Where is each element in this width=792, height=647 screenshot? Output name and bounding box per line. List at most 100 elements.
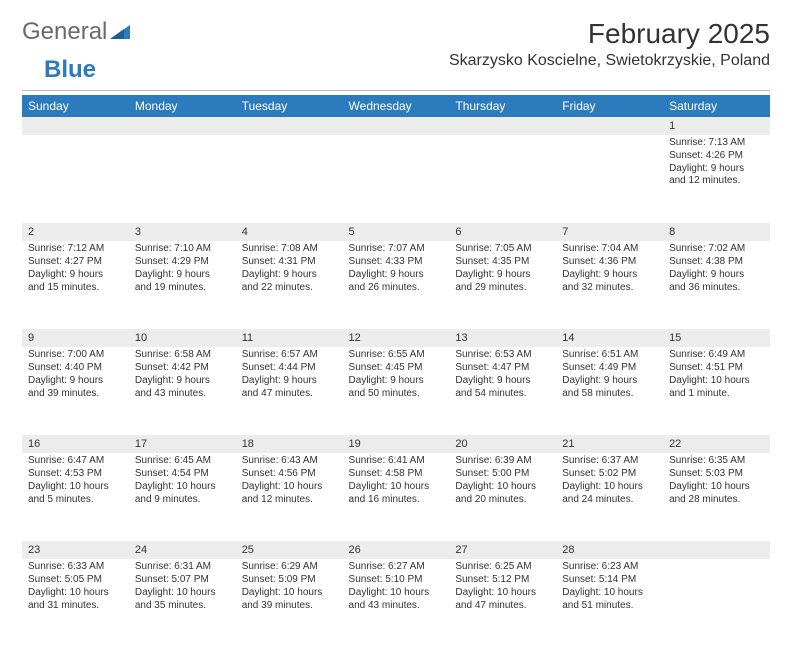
- day-d2: and 36 minutes.: [669, 282, 764, 295]
- day-d2: and 5 minutes.: [28, 494, 123, 507]
- day-number-cell: 11: [236, 329, 343, 347]
- day-d2: and 47 minutes.: [455, 600, 550, 613]
- day-ss: Sunset: 4:33 PM: [349, 256, 444, 269]
- day-number-cell: 23: [22, 541, 129, 559]
- day-ss: Sunset: 4:29 PM: [135, 256, 230, 269]
- day-detail-cell: [129, 135, 236, 223]
- day-number-cell: 7: [556, 223, 663, 241]
- day-detail-cell: Sunrise: 6:51 AMSunset: 4:49 PMDaylight:…: [556, 347, 663, 435]
- day-sr: Sunrise: 6:55 AM: [349, 349, 444, 362]
- day-sr: Sunrise: 6:25 AM: [455, 561, 550, 574]
- daynum-row: 1: [22, 117, 770, 135]
- day-detail-cell: Sunrise: 6:45 AMSunset: 4:54 PMDaylight:…: [129, 453, 236, 541]
- day-number-cell: [663, 541, 770, 559]
- day-number-cell: [236, 117, 343, 135]
- day-d1: Daylight: 10 hours: [242, 481, 337, 494]
- day-detail-cell: [343, 135, 450, 223]
- day-sr: Sunrise: 7:12 AM: [28, 243, 123, 256]
- logo-triangle-icon: [110, 23, 132, 41]
- weekday-header: Sunday: [22, 95, 129, 117]
- day-d1: Daylight: 10 hours: [135, 481, 230, 494]
- day-ss: Sunset: 4:56 PM: [242, 468, 337, 481]
- day-d1: Daylight: 10 hours: [455, 481, 550, 494]
- day-d1: Daylight: 9 hours: [28, 375, 123, 388]
- day-detail-cell: Sunrise: 6:39 AMSunset: 5:00 PMDaylight:…: [449, 453, 556, 541]
- day-d1: Daylight: 10 hours: [669, 481, 764, 494]
- day-d2: and 54 minutes.: [455, 388, 550, 401]
- day-ss: Sunset: 4:49 PM: [562, 362, 657, 375]
- day-ss: Sunset: 4:51 PM: [669, 362, 764, 375]
- day-d2: and 39 minutes.: [28, 388, 123, 401]
- day-d1: Daylight: 9 hours: [28, 269, 123, 282]
- day-d1: Daylight: 10 hours: [669, 375, 764, 388]
- day-ss: Sunset: 4:31 PM: [242, 256, 337, 269]
- day-sr: Sunrise: 6:47 AM: [28, 455, 123, 468]
- day-d1: Daylight: 10 hours: [349, 481, 444, 494]
- logo-text-2: Blue: [44, 56, 96, 84]
- day-detail-cell: Sunrise: 6:47 AMSunset: 4:53 PMDaylight:…: [22, 453, 129, 541]
- daynum-row: 2345678: [22, 223, 770, 241]
- day-number-cell: 12: [343, 329, 450, 347]
- day-sr: Sunrise: 6:41 AM: [349, 455, 444, 468]
- day-number-cell: 1: [663, 117, 770, 135]
- day-number-cell: 24: [129, 541, 236, 559]
- weekday-header: Saturday: [663, 95, 770, 117]
- day-d2: and 47 minutes.: [242, 388, 337, 401]
- detail-row: Sunrise: 7:13 AMSunset: 4:26 PMDaylight:…: [22, 135, 770, 223]
- day-number-cell: [343, 117, 450, 135]
- title-block: February 2025 Skarzysko Koscielne, Swiet…: [449, 18, 770, 70]
- day-number-cell: 27: [449, 541, 556, 559]
- day-d1: Daylight: 10 hours: [455, 587, 550, 600]
- day-detail-cell: [663, 559, 770, 647]
- location: Skarzysko Koscielne, Swietokrzyskie, Pol…: [449, 52, 770, 70]
- day-number-cell: 3: [129, 223, 236, 241]
- day-d1: Daylight: 9 hours: [455, 269, 550, 282]
- day-number-cell: 26: [343, 541, 450, 559]
- day-ss: Sunset: 5:09 PM: [242, 574, 337, 587]
- day-number-cell: [449, 117, 556, 135]
- day-d2: and 35 minutes.: [135, 600, 230, 613]
- day-detail-cell: Sunrise: 6:31 AMSunset: 5:07 PMDaylight:…: [129, 559, 236, 647]
- day-ss: Sunset: 4:58 PM: [349, 468, 444, 481]
- detail-row: Sunrise: 6:47 AMSunset: 4:53 PMDaylight:…: [22, 453, 770, 541]
- day-d1: Daylight: 9 hours: [349, 375, 444, 388]
- day-detail-cell: Sunrise: 6:27 AMSunset: 5:10 PMDaylight:…: [343, 559, 450, 647]
- daynum-row: 232425262728: [22, 541, 770, 559]
- day-number-cell: 18: [236, 435, 343, 453]
- day-number-cell: 19: [343, 435, 450, 453]
- day-sr: Sunrise: 7:00 AM: [28, 349, 123, 362]
- day-detail-cell: Sunrise: 6:33 AMSunset: 5:05 PMDaylight:…: [22, 559, 129, 647]
- day-d2: and 43 minutes.: [135, 388, 230, 401]
- weekday-header: Tuesday: [236, 95, 343, 117]
- day-detail-cell: [22, 135, 129, 223]
- day-d1: Daylight: 9 hours: [669, 163, 764, 176]
- month-title: February 2025: [449, 18, 770, 50]
- day-d2: and 24 minutes.: [562, 494, 657, 507]
- day-number-cell: 8: [663, 223, 770, 241]
- day-d2: and 16 minutes.: [349, 494, 444, 507]
- day-sr: Sunrise: 6:58 AM: [135, 349, 230, 362]
- day-number-cell: 2: [22, 223, 129, 241]
- detail-row: Sunrise: 7:00 AMSunset: 4:40 PMDaylight:…: [22, 347, 770, 435]
- day-ss: Sunset: 5:12 PM: [455, 574, 550, 587]
- day-number-cell: 25: [236, 541, 343, 559]
- day-sr: Sunrise: 7:05 AM: [455, 243, 550, 256]
- day-ss: Sunset: 5:14 PM: [562, 574, 657, 587]
- day-sr: Sunrise: 7:04 AM: [562, 243, 657, 256]
- day-number-cell: 21: [556, 435, 663, 453]
- day-detail-cell: Sunrise: 6:37 AMSunset: 5:02 PMDaylight:…: [556, 453, 663, 541]
- logo: General: [22, 18, 132, 46]
- day-number-cell: 10: [129, 329, 236, 347]
- day-d1: Daylight: 9 hours: [562, 269, 657, 282]
- day-number-cell: 5: [343, 223, 450, 241]
- day-detail-cell: [236, 135, 343, 223]
- day-ss: Sunset: 4:35 PM: [455, 256, 550, 269]
- day-detail-cell: Sunrise: 7:13 AMSunset: 4:26 PMDaylight:…: [663, 135, 770, 223]
- day-number-cell: 17: [129, 435, 236, 453]
- calendar-table: SundayMondayTuesdayWednesdayThursdayFrid…: [22, 95, 770, 647]
- day-d1: Daylight: 10 hours: [135, 587, 230, 600]
- day-detail-cell: Sunrise: 6:29 AMSunset: 5:09 PMDaylight:…: [236, 559, 343, 647]
- day-number-cell: 28: [556, 541, 663, 559]
- day-ss: Sunset: 4:44 PM: [242, 362, 337, 375]
- day-detail-cell: Sunrise: 7:08 AMSunset: 4:31 PMDaylight:…: [236, 241, 343, 329]
